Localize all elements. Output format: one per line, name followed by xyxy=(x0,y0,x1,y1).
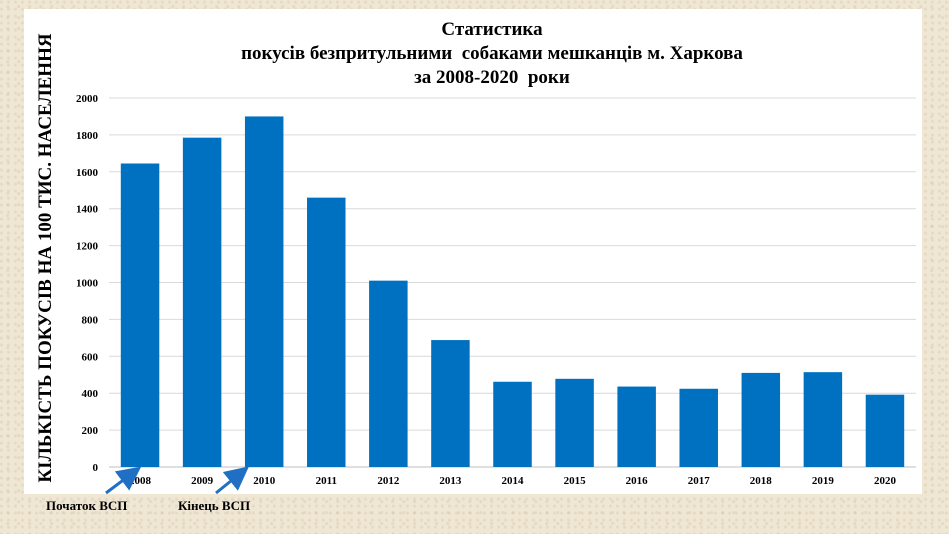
end-annotation: Кінець ВСП xyxy=(178,498,251,513)
gridlines xyxy=(109,97,916,468)
bar-2019 xyxy=(803,372,843,467)
x-tick-label: 2009 xyxy=(191,475,214,487)
y-axis-label: КІЛЬКІСТЬ ПОКУСІВ НА 100 ТИС. НАСЕЛЕННЯ xyxy=(35,33,56,483)
x-tick-label: 2013 xyxy=(439,475,462,487)
x-tick-label: 2015 xyxy=(564,475,587,487)
bar-2020 xyxy=(865,394,905,467)
bar-2011 xyxy=(307,197,346,467)
y-tick-label: 200 xyxy=(82,425,99,437)
x-tick-label: 2012 xyxy=(377,475,400,487)
x-tick-label: 2008 xyxy=(129,475,152,487)
bar-2018 xyxy=(741,372,781,467)
bar-2012 xyxy=(369,280,408,467)
x-tick-label: 2019 xyxy=(812,475,835,487)
x-tick-label: 2010 xyxy=(253,475,276,487)
bar-2015 xyxy=(555,378,594,467)
y-tick-label: 0 xyxy=(93,462,99,474)
bar-2013 xyxy=(431,340,470,467)
bars xyxy=(120,116,905,468)
start-annotation: Початок ВСП xyxy=(46,498,128,513)
y-tick-label: 800 xyxy=(82,314,99,326)
x-tick-label: 2014 xyxy=(502,475,525,487)
x-tick-label: 2011 xyxy=(316,475,337,487)
bar-2016 xyxy=(617,386,656,467)
chart-title-line-3: за 2008-2020 роки xyxy=(414,67,570,88)
y-axis-ticks: 0 200 400 600 800 1000 1200 1400 1600 1800 2000 xyxy=(76,93,99,474)
bar-chart: Статистика покусів безпритульними собака… xyxy=(76,19,916,487)
x-tick-label: 2018 xyxy=(750,475,773,487)
x-axis-ticks: 2008 2009 2010 2011 2012 2013 2014 2015 2016 2017… xyxy=(129,475,896,487)
chart-title-line-1: Статистика xyxy=(441,19,543,40)
y-tick-label: 600 xyxy=(82,351,99,363)
y-tick-label: 400 xyxy=(82,388,99,400)
y-tick-label: 1000 xyxy=(76,278,99,290)
chart-title-line-2: покусів безпритульними собаками мешканці… xyxy=(241,43,743,64)
y-tick-label: 1200 xyxy=(76,241,99,253)
bar-2008 xyxy=(120,163,160,467)
y-tick-label: 1800 xyxy=(76,130,99,142)
y-tick-label: 1400 xyxy=(76,204,99,216)
bar-2010 xyxy=(244,116,284,467)
chart-panel: Статистика покусів безпритульними собака… xyxy=(24,9,922,494)
y-tick-label: 1600 xyxy=(76,167,99,179)
x-tick-label: 2016 xyxy=(626,475,649,487)
x-tick-label: 2017 xyxy=(688,475,711,487)
bar-2014 xyxy=(493,381,532,467)
x-tick-label: 2020 xyxy=(874,475,897,487)
bar-2009 xyxy=(182,137,222,468)
y-tick-label: 2000 xyxy=(76,93,99,105)
bar-2017 xyxy=(679,388,718,467)
